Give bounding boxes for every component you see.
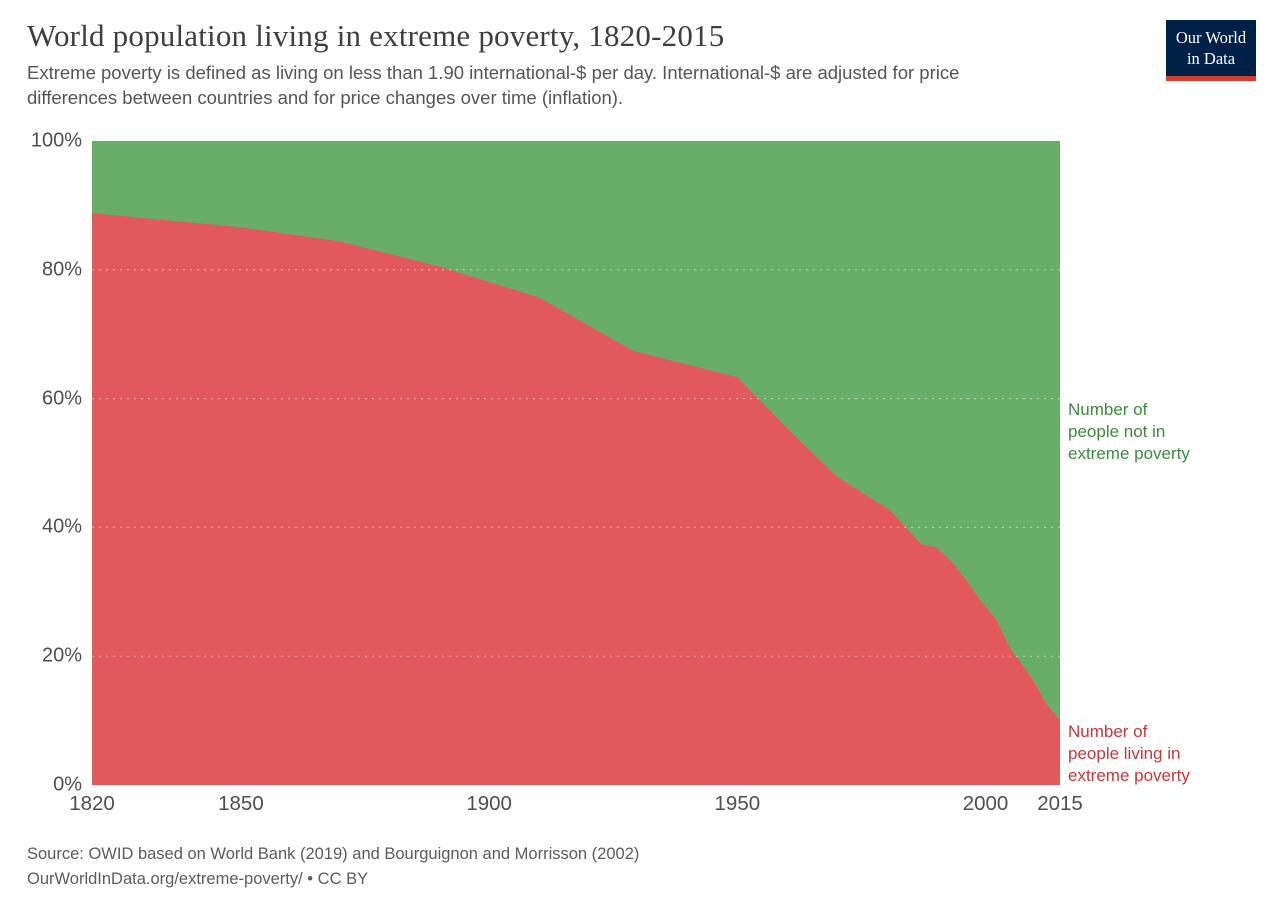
y-tick-label: 0% [53,773,82,796]
y-tick-label: 40% [41,515,82,538]
area-in-poverty [92,213,1060,785]
x-axis: 1820 1850 1900 1950 2000 2015 [69,792,1083,820]
logo-line-2: in Data [1186,49,1236,69]
series-label-in-poverty: Number of people living in extreme pover… [1068,722,1190,786]
series-label-not-in-poverty: Number of people not in extreme poverty [1068,400,1190,464]
stacked-area-chart [92,141,1060,785]
y-axis: 100% 80% 60% 40% 20% 0% [0,130,82,796]
x-tick-label: 1900 [466,792,512,815]
x-tick-label: 1850 [218,792,264,815]
plot-area [92,141,1060,785]
x-tick-label: 2000 [962,792,1009,815]
chart-subtitle: Extreme poverty is defined as living on … [27,62,960,108]
page-title: World population living in extreme pover… [27,18,725,53]
owid-logo: Our World in Data [1166,20,1256,81]
source-line: Source: OWID based on World Bank (2019) … [27,845,640,863]
x-tick-label: 1820 [69,792,115,815]
y-tick-label: 60% [41,387,82,410]
y-tick-label: 80% [41,258,82,281]
chart-footer: Source: OWID based on World Bank (2019) … [27,842,639,892]
y-tick-label: 20% [41,644,82,667]
y-tick-label: 100% [30,129,82,152]
x-tick-label: 2015 [1037,792,1083,815]
logo-line-1: Our World [1175,28,1247,47]
x-tick-label: 1950 [714,792,761,815]
license-line: OurWorldInData.org/extreme-poverty/ • CC… [27,869,369,888]
